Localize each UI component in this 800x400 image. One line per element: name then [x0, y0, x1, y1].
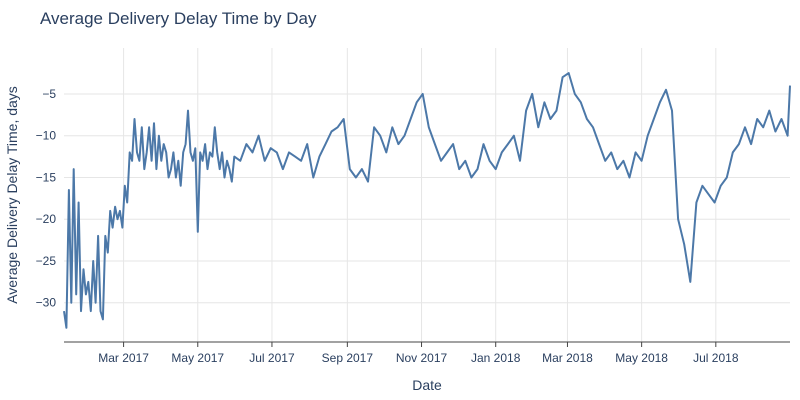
y-tick-label: −15: [36, 170, 57, 184]
x-axis-title: Date: [412, 377, 442, 393]
x-tick-label: Mar 2017: [98, 351, 149, 365]
x-tick-label: May 2017: [171, 351, 224, 365]
chart-title: Average Delivery Delay Time by Day: [40, 9, 317, 28]
y-tick-label: −5: [42, 87, 56, 101]
y-tick-label: −25: [36, 254, 57, 268]
x-tick-label: May 2018: [615, 351, 668, 365]
y-tick-label: −20: [36, 212, 57, 226]
y-ticks-layer: −30 −25 −20 −15 −10 −5: [36, 87, 57, 310]
x-tick-label: Jul 2018: [693, 351, 739, 365]
y-axis-title: Average Delivery Delay Time, days: [4, 86, 20, 304]
series-line: [63, 72, 791, 329]
x-tick-label: Jan 2018: [471, 351, 521, 365]
y-tick-label: −30: [36, 296, 57, 310]
x-ticks-layer: Mar 2017 May 2017 Jul 2017 Sep 2017 Nov 2017…: [98, 342, 739, 365]
x-tick-label: Nov 2017: [396, 351, 448, 365]
x-tick-label: Jul 2017: [249, 351, 295, 365]
y-tick-label: −10: [36, 129, 57, 143]
x-tick-label: Sep 2017: [322, 351, 374, 365]
x-tick-label: Mar 2018: [542, 351, 593, 365]
grid-layer: [64, 48, 790, 342]
